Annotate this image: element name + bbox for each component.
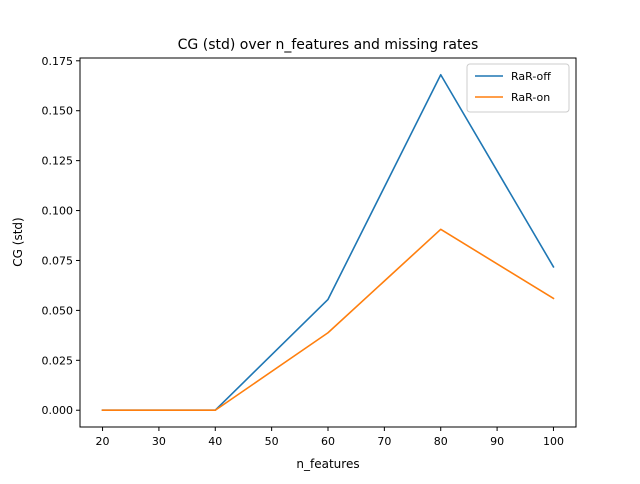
x-tick-label: 40 bbox=[208, 435, 222, 448]
legend-label: RaR-on bbox=[511, 91, 550, 104]
x-tick-label: 20 bbox=[96, 435, 110, 448]
y-tick-label: 0.125 bbox=[42, 155, 74, 168]
series-line-rar-on bbox=[101, 228, 555, 412]
x-tick-label: 30 bbox=[152, 435, 166, 448]
series-layer bbox=[101, 73, 555, 412]
y-axis: 0.000 0.025 0.050 0.075 0.100 0.125 0.150 0.175 bbox=[42, 55, 80, 417]
y-tick-label: 0.175 bbox=[42, 55, 74, 68]
legend-label: RaR-off bbox=[511, 70, 551, 83]
x-tick-label: 50 bbox=[265, 435, 279, 448]
y-tick-label: 0.025 bbox=[42, 354, 74, 367]
x-axis: 20 30 40 50 60 70 80 90 100 bbox=[96, 427, 564, 448]
y-tick-label: 0.050 bbox=[42, 304, 74, 317]
y-tick-label: 0.100 bbox=[42, 205, 74, 218]
y-axis-label: CG (std) bbox=[11, 217, 25, 266]
x-tick-label: 100 bbox=[543, 435, 564, 448]
chart-title: CG (std) over n_features and missing rat… bbox=[178, 37, 479, 53]
x-tick-label: 70 bbox=[377, 435, 391, 448]
plot-frame bbox=[79, 57, 577, 428]
y-tick-label: 0.075 bbox=[42, 254, 74, 267]
legend: RaR-off RaR-on bbox=[466, 63, 570, 113]
x-tick-label: 80 bbox=[434, 435, 448, 448]
y-tick-label: 0.000 bbox=[42, 404, 74, 417]
x-axis-label: n_features bbox=[296, 457, 359, 471]
y-tick-label: 0.150 bbox=[42, 105, 74, 118]
x-tick-label: 60 bbox=[321, 435, 335, 448]
x-tick-label: 90 bbox=[490, 435, 504, 448]
